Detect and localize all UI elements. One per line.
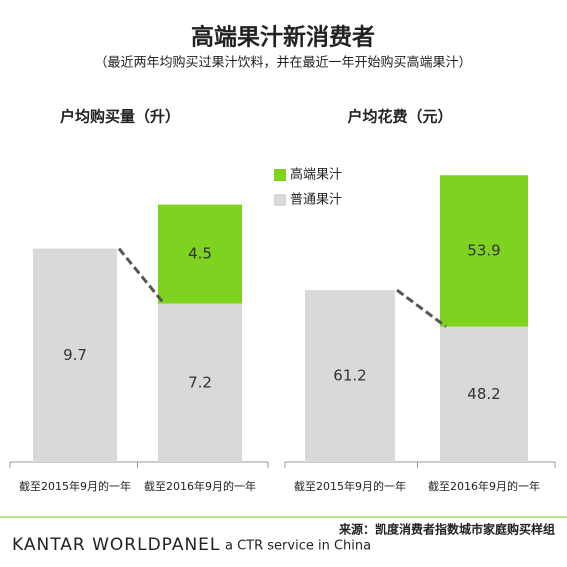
legend-swatch: [274, 169, 286, 181]
value-label: 48.2: [467, 385, 500, 403]
x-tick-label: 截至2015年9月的一年: [19, 479, 131, 493]
bar-segment: [440, 175, 528, 327]
chart-title: 户均花费（元）: [347, 108, 452, 126]
value-label: 4.5: [188, 245, 212, 263]
main-title: 高端果汁新消费者: [191, 24, 375, 51]
connector: [117, 247, 166, 305]
value-label: 53.9: [467, 241, 500, 259]
value-label: 9.7: [63, 346, 87, 364]
bar-segment: [440, 326, 528, 462]
value-label: 61.2: [333, 367, 366, 385]
source: 来源：凯度消费者指数城市家庭购买样组: [338, 522, 555, 537]
legend-label: 普通果汁: [290, 193, 342, 208]
x-tick-label: 截至2015年9月的一年: [294, 479, 406, 493]
chart-title: 户均购买量（升）: [60, 108, 180, 126]
subtitle: （最近两年均购买过果汁饮料，并在最近一年开始购买高端果汁）: [94, 55, 471, 71]
bar-segment: [158, 204, 242, 304]
connector: [396, 288, 447, 328]
x-tick-label: 截至2016年9月的一年: [144, 479, 256, 493]
brand: KANTAR WORLDPANEL: [12, 535, 220, 555]
tagline: a CTR service in China: [225, 539, 371, 554]
bar-segment: [158, 303, 242, 462]
legend-swatch: [274, 194, 286, 206]
legend-label: 高端果汁: [290, 167, 342, 183]
x-tick-label: 截至2016年9月的一年: [428, 479, 540, 493]
bar-segment: [305, 290, 395, 462]
bar-segment: [33, 248, 117, 462]
value-label: 7.2: [188, 373, 212, 391]
